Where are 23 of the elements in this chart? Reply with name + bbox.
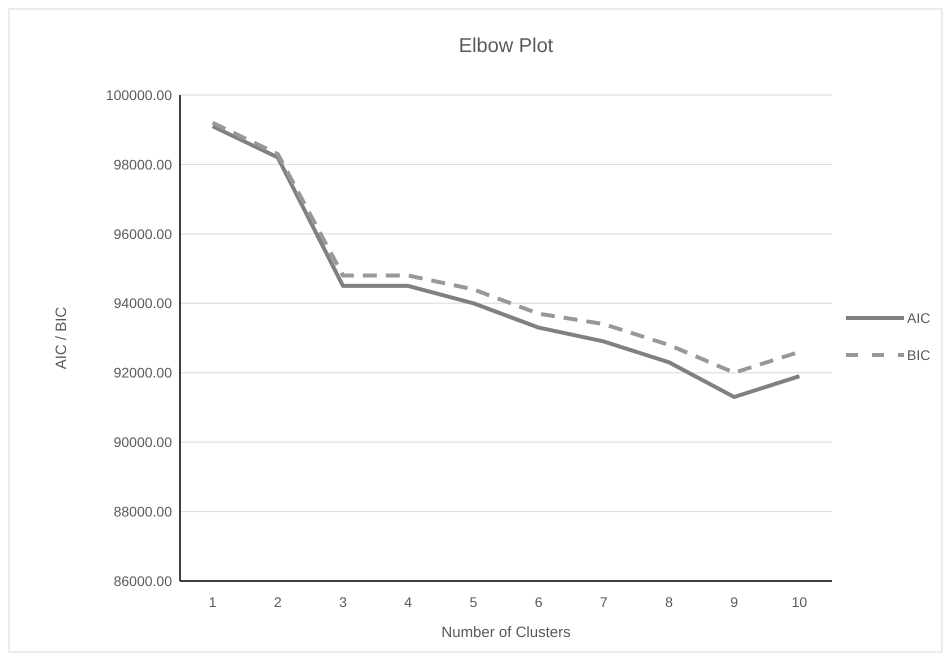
y-tick-label: 88000.00 xyxy=(114,503,172,520)
x-tick-label: 7 xyxy=(600,594,608,610)
y-tick-label: 86000.00 xyxy=(114,572,172,589)
y-axis-title: AIC / BIC xyxy=(53,306,70,370)
legend-label: AIC xyxy=(907,310,930,326)
x-tick-label: 10 xyxy=(792,594,808,610)
y-tick-label: 92000.00 xyxy=(114,364,172,381)
x-tick-label: 8 xyxy=(665,594,674,610)
x-tick-label: 9 xyxy=(730,594,738,610)
x-tick-label: 2 xyxy=(274,594,282,610)
x-tick-label: 1 xyxy=(208,594,217,610)
x-axis-title: Number of Clusters xyxy=(441,624,571,641)
y-tick-label: 94000.00 xyxy=(114,295,172,312)
chart-title: Elbow Plot xyxy=(458,35,554,57)
x-tick-label: 6 xyxy=(534,594,543,610)
y-tick-label: 100000.00 xyxy=(106,86,172,103)
y-tick-label: 90000.00 xyxy=(114,434,172,450)
x-tick-label: 3 xyxy=(339,594,348,610)
x-tick-label: 5 xyxy=(470,594,478,610)
y-tick-label: 96000.00 xyxy=(114,226,172,242)
legend-label: BIC xyxy=(907,346,930,363)
x-tick-label: 4 xyxy=(404,594,412,610)
y-tick-label: 98000.00 xyxy=(114,156,172,172)
